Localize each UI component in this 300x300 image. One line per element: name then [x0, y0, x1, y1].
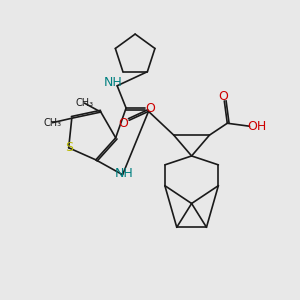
Text: O: O	[218, 90, 228, 103]
Text: NH: NH	[115, 167, 134, 180]
Text: CH₃: CH₃	[44, 118, 62, 128]
Text: CH₃: CH₃	[75, 98, 94, 108]
Text: OH: OH	[248, 120, 267, 133]
Text: O: O	[145, 102, 155, 115]
Text: NH: NH	[103, 76, 122, 89]
Text: O: O	[118, 117, 128, 130]
Text: S: S	[65, 141, 73, 154]
